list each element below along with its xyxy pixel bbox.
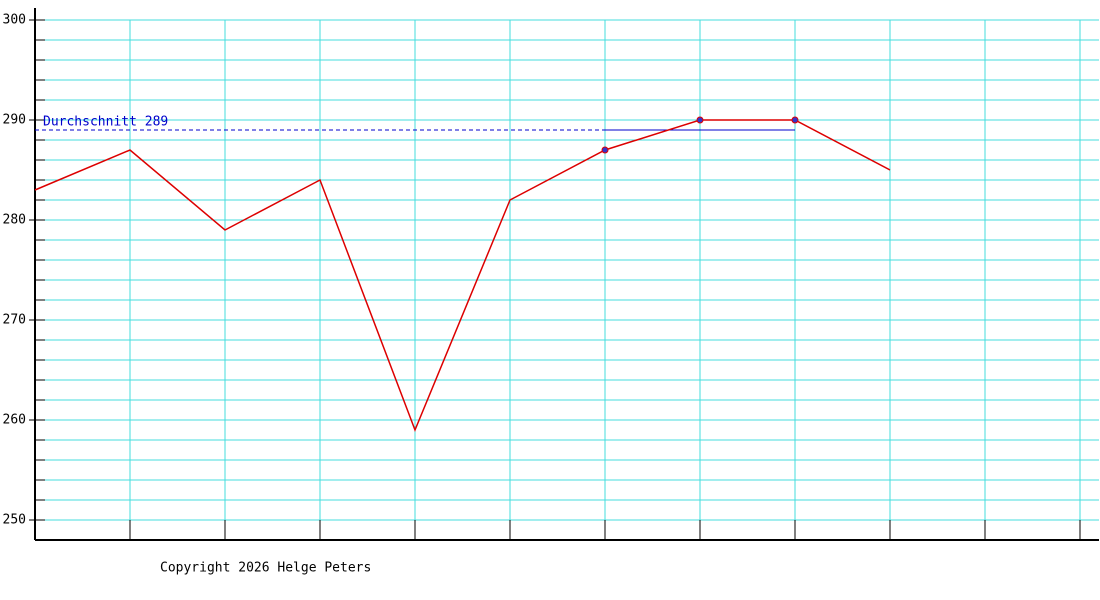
series-line: [34, 119, 891, 433]
y-tick-label: 280: [3, 213, 26, 228]
y-tick-label: 270: [3, 313, 26, 328]
average-label: Durchschnitt 289: [43, 115, 168, 130]
highlight-marker: [791, 116, 799, 124]
highlight-marker: [601, 146, 609, 154]
highlight-marker: [696, 116, 704, 124]
y-tick-label: 290: [3, 113, 26, 128]
y-tick-label: 250: [3, 513, 26, 528]
footer: Copyright 2026 Helge Peters: [160, 561, 371, 576]
y-tick-label: 300: [3, 13, 26, 28]
y-tick-label: 260: [3, 413, 26, 428]
